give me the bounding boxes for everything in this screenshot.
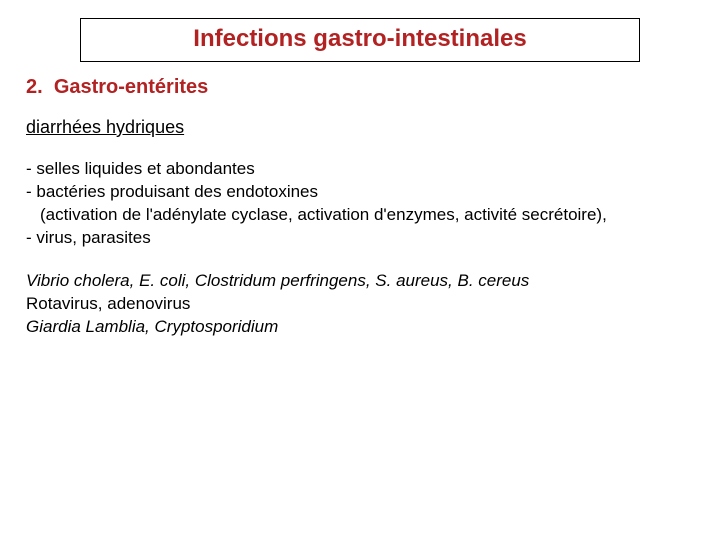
bullet-line-3: (activation de l'adénylate cyclase, acti… — [26, 204, 700, 227]
organisms-block: Vibrio cholera, E. coli, Clostridum perf… — [20, 270, 700, 339]
title-box: Infections gastro-intestinales — [80, 18, 640, 62]
bullet-line-2: - bactéries produisant des endotoxines — [26, 181, 700, 204]
organisms-line-3: Giardia Lamblia, Cryptosporidium — [26, 316, 700, 339]
organisms-line-2: Rotavirus, adenovirus — [26, 293, 700, 316]
section-heading-text: Gastro-entérites — [54, 76, 209, 98]
organisms-line-1: Vibrio cholera, E. coli, Clostridum perf… — [26, 270, 700, 293]
page-title: Infections gastro-intestinales — [91, 25, 629, 53]
sub-heading: diarrhées hydriques — [20, 117, 700, 138]
bullet-block: - selles liquides et abondantes - bactér… — [20, 158, 700, 250]
section-heading: 2. Gastro-entérites — [20, 76, 700, 99]
section-number: 2. — [26, 76, 43, 98]
bullet-line-1: - selles liquides et abondantes — [26, 158, 700, 181]
bullet-line-4: - virus, parasites — [26, 227, 700, 250]
